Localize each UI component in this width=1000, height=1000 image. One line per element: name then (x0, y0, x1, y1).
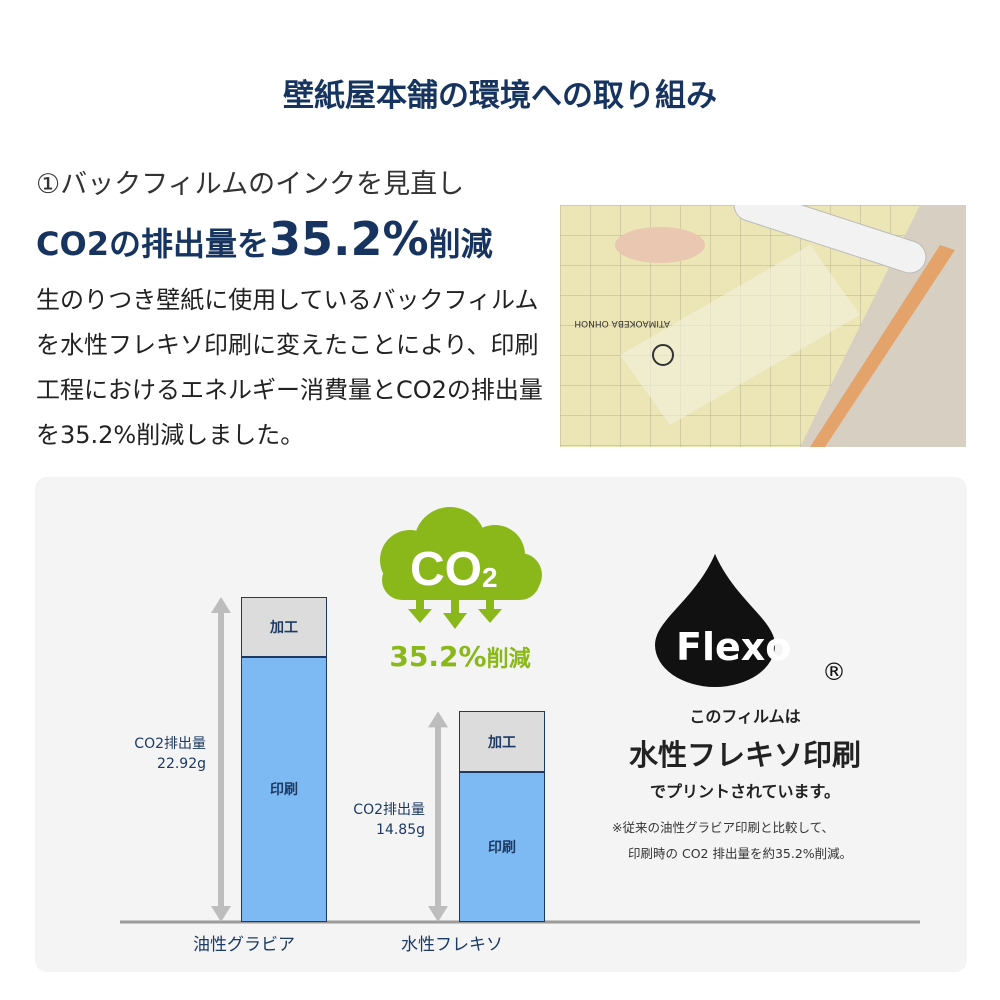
reduction-value: 35.2% (389, 640, 487, 673)
flexo-line3: でプリントされています。 (650, 782, 840, 801)
bar-segment: 加工 (241, 597, 327, 657)
segment-label: 加工 (488, 734, 516, 751)
segment-label: 印刷 (488, 840, 516, 857)
range-arrow (211, 597, 231, 922)
total-label-value: 14.85g (376, 821, 425, 838)
bar-0: 印刷 加工 (241, 597, 327, 922)
total-label-title: CO2排出量 (353, 801, 425, 818)
co2-cloud-icon: CO 2 (380, 507, 542, 629)
section-body: 生のりつき壁紙に使用しているバックフィルムを水性フレキソ印刷に変えたことにより、… (36, 286, 543, 449)
flexo-line1: このフィルムは (689, 707, 801, 726)
reduction-label: 35.2%削減 (360, 640, 560, 673)
flexo-note1: ※従来の油性グラビア印刷と比較して、 (612, 820, 834, 835)
bar-segment: 印刷 (241, 656, 327, 922)
headline: CO2の排出量を35.2%削減 (36, 212, 493, 266)
registered-mark: ® (822, 658, 846, 686)
bar-segment: 加工 (459, 711, 545, 773)
flexo-note2: 印刷時の CO2 排出量を約35.2%削減。 (628, 846, 853, 861)
reduction-word: 削減 (486, 647, 531, 672)
headline-post: 削減 (428, 225, 493, 263)
headline-pre: CO2の排出量を (36, 225, 269, 263)
segment-label: 印刷 (270, 782, 298, 799)
photo-film-text: ATIMAOKEBA OHNOH (574, 318, 670, 328)
co2-subscript: 2 (482, 562, 498, 593)
total-label: CO2排出量 22.92g (96, 734, 206, 774)
page-title: 壁紙屋本舗の環境への取り組み (283, 78, 717, 114)
flexo-drop-logo: Flexo ® (655, 554, 846, 687)
flexo-line2: 水性フレキソ印刷 (628, 738, 861, 772)
total-label-value: 22.92g (157, 755, 206, 772)
product-photo: ATIMAOKEBA OHNOH (560, 205, 966, 447)
co2-text: CO (410, 543, 482, 596)
headline-value: 35.2% (268, 212, 429, 266)
range-arrow (428, 711, 448, 922)
bar-1: 印刷 加工 (459, 711, 545, 922)
flexo-logo-text: Flexo (676, 625, 791, 669)
section-heading: ①バックフィルムのインクを見直し (36, 169, 465, 200)
total-label-title: CO2排出量 (134, 735, 206, 752)
category-label: 油性グラビア (193, 935, 295, 955)
category-label: 水性フレキソ (401, 935, 503, 955)
total-label: CO2排出量 14.85g (315, 800, 425, 840)
bar-segment: 印刷 (459, 772, 545, 922)
segment-label: 加工 (270, 619, 298, 636)
